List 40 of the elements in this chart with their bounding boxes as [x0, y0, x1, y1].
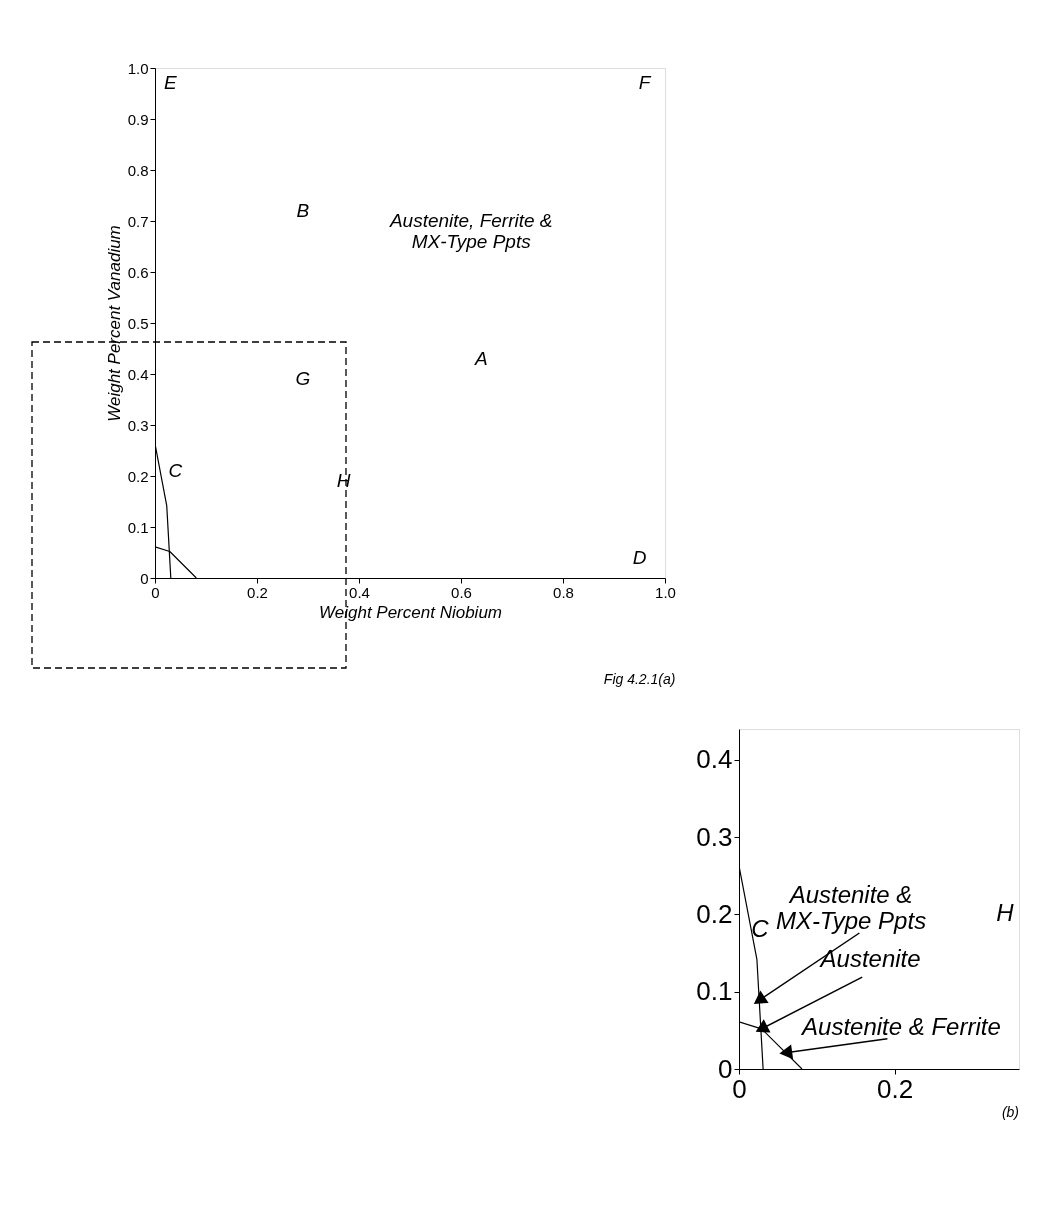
annotation: H	[336, 470, 351, 492]
y-tick-label: 0.2	[127, 467, 149, 485]
annotation: A	[474, 347, 488, 369]
annotation: H	[996, 899, 1015, 927]
annotation: F	[638, 72, 652, 94]
annotation: Austenite & MX-Type Ppts	[775, 880, 927, 934]
annotation: B	[296, 199, 310, 221]
y-tick-label: 0.3	[127, 416, 149, 434]
y-tick-label: 0.1	[696, 976, 733, 1007]
y-tick-label: 0	[718, 1053, 733, 1084]
annotation: C	[168, 459, 183, 481]
x-tick-label: 0	[151, 583, 160, 601]
y-tick-label: 0.4	[127, 365, 149, 383]
annotation: Austenite, Ferrite & MX-Type Ppts	[388, 210, 553, 252]
y-tick-label: 0	[140, 569, 149, 587]
annotation: C	[751, 914, 770, 942]
y-tick-label: 0.8	[127, 161, 149, 179]
annotation: D	[632, 546, 647, 568]
y-tick-label: 0.9	[127, 110, 149, 128]
annotation: E	[163, 72, 177, 94]
annotation: Austenite	[818, 945, 921, 973]
y-tick-label: 1.0	[127, 59, 149, 77]
y-tick-label: 0.5	[127, 314, 149, 332]
annotation: Austenite & Ferrite	[800, 1013, 1001, 1041]
y-tick-label: 0.1	[127, 518, 149, 536]
x-tick-label: 0.2	[247, 583, 268, 601]
y-tick-label: 0.6	[127, 263, 149, 281]
y-tick-label: 0.7	[127, 212, 149, 230]
caption: Fig 4.2.1(a)	[603, 670, 676, 687]
y-tick-label: 0.2	[696, 898, 733, 929]
x-axis-title: Weight Percent Niobium	[319, 602, 502, 622]
annotation: G	[295, 368, 311, 390]
y-tick-label: 0.4	[696, 744, 733, 775]
y-axis-title: Weight Percent Vanadium	[104, 225, 124, 422]
y-tick-label: 0.3	[696, 821, 733, 852]
x-tick-label: 0.4	[349, 583, 370, 601]
x-tick-label: 1.0	[655, 583, 676, 601]
x-tick-label: 0.8	[553, 583, 574, 601]
x-tick-label: 0.6	[451, 583, 472, 601]
text: (b)	[1001, 1104, 1019, 1120]
